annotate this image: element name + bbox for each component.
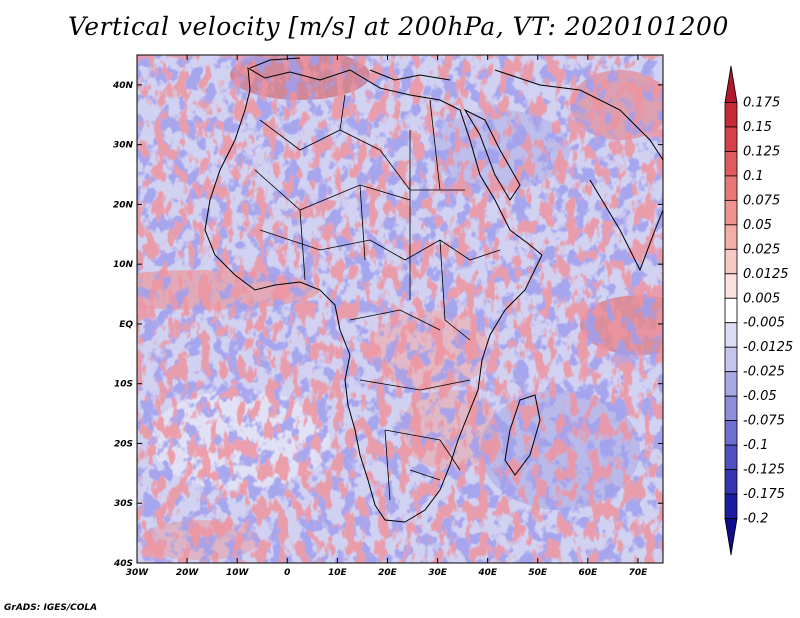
x-tick-label: 20W — [176, 568, 200, 578]
colorbar-label: 0.1 — [743, 169, 764, 184]
x-tick-label: 10W — [226, 568, 250, 578]
x-tick-label: 10E — [328, 568, 348, 578]
x-tick-label: 0 — [284, 568, 290, 578]
velocity-field — [137, 55, 663, 563]
colorbar-label: -0.05 — [743, 389, 777, 404]
colorbar-segment — [724, 395, 738, 422]
colorbar-label: -0.175 — [743, 487, 785, 502]
colorbar-segment — [724, 151, 738, 177]
colorbar-label: 0.005 — [743, 291, 780, 306]
colorbar-segment — [724, 322, 738, 348]
colorbar-segment — [724, 65, 738, 103]
colorbar-label: -0.0125 — [743, 340, 793, 355]
x-tick-label: 30E — [428, 568, 448, 578]
colorbar-label: -0.125 — [743, 463, 785, 478]
x-tick-label: 20E — [378, 568, 398, 578]
colorbar-label: 0.15 — [743, 120, 772, 135]
x-tick-label: 60E — [579, 568, 599, 578]
coastlines — [204, 57, 663, 523]
x-tick-label: 70E — [629, 568, 649, 578]
colorbar-segment — [724, 444, 738, 470]
colorbar-segment — [724, 493, 738, 519]
colorbar-label: -0.2 — [743, 512, 768, 527]
y-tick-label: 40N — [112, 81, 134, 91]
colorbar-segment — [724, 175, 738, 201]
colorbar-label: -0.025 — [743, 365, 785, 380]
plot-frame — [136, 54, 664, 564]
colorbar-segment — [724, 126, 738, 152]
colorbar-label: 0.125 — [743, 144, 780, 159]
x-tick-label: 50E — [528, 568, 548, 578]
colorbar: 0.175 0.15 0.125 0.1 0.075 0.05 0.025 0.0125 0.0… — [724, 65, 793, 556]
chart-title: Vertical velocity [m/s] at 200hPa, VT: 2… — [68, 12, 729, 41]
colorbar-segment — [724, 371, 738, 397]
colorbar-segment — [724, 420, 738, 446]
y-tick-label: 30S — [114, 499, 133, 509]
y-axis: 40N 30N 20N 10N EQ 10S 20S 30S 40S — [112, 81, 663, 569]
y-tick-label: EQ — [119, 320, 133, 330]
colorbar-segment — [724, 297, 738, 324]
colorbar-label: 0.05 — [743, 218, 772, 233]
colorbar-label: 0.075 — [743, 193, 780, 208]
x-axis: 30W 20W 10W 0 10E 20E 30E 40E 50E 60E 70E — [126, 55, 648, 578]
colorbar-label: -0.075 — [743, 414, 785, 429]
colorbar-segment — [724, 199, 738, 226]
colorbar-label: -0.1 — [743, 438, 768, 453]
grads-credit: GrADS: IGES/COLA — [4, 603, 98, 613]
y-tick-label: 40S — [113, 559, 133, 569]
colorbar-segment — [724, 248, 738, 275]
y-tick-label: 30N — [113, 141, 134, 151]
colorbar-label: 0.0125 — [743, 267, 789, 282]
country-borders — [254, 94, 501, 501]
colorbar-segment — [724, 102, 738, 128]
y-tick-label: 10N — [113, 260, 134, 270]
colorbar-segment — [724, 224, 738, 250]
colorbar-label: 0.175 — [743, 95, 780, 110]
colorbar-segment — [724, 273, 738, 299]
colorbar-label: 0.025 — [743, 242, 780, 257]
y-tick-label: 20N — [113, 200, 134, 210]
colorbar-segment — [724, 469, 738, 495]
y-tick-label: 10S — [114, 380, 133, 390]
colorbar-segment — [724, 346, 738, 373]
colorbar-label: -0.005 — [743, 316, 785, 331]
x-tick-label: 30W — [126, 568, 150, 578]
y-tick-label: 20S — [114, 439, 133, 449]
colorbar-segment — [724, 518, 738, 556]
x-tick-label: 40E — [477, 568, 498, 578]
